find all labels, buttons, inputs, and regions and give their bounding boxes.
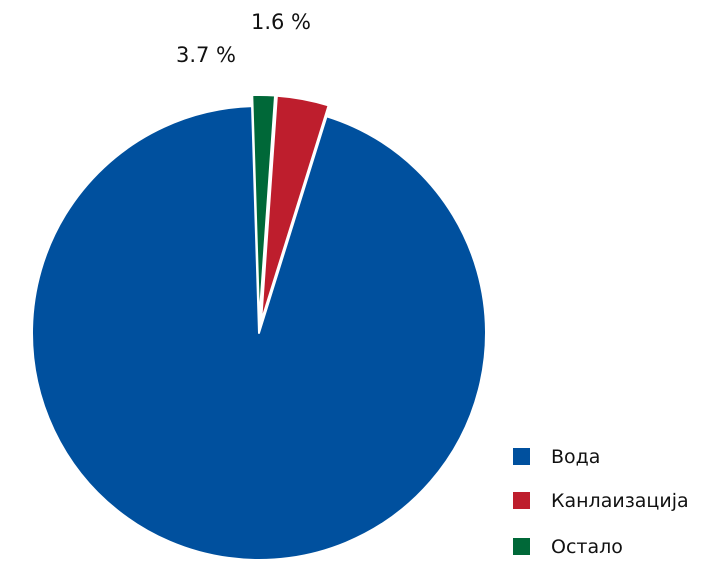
legend-label: Канлаизација — [551, 490, 689, 512]
pie-labels: 3.7 % 1.6 % — [176, 10, 311, 67]
pie-slices — [31, 94, 487, 561]
legend-item-kanalizacija[interactable]: Канлаизација — [513, 490, 689, 512]
legend-item-ostalo[interactable]: Остало — [513, 536, 623, 558]
slice-percent-label: 3.7 % — [176, 43, 236, 67]
legend-item-voda[interactable]: Вода — [513, 446, 600, 468]
legend-label: Остало — [551, 536, 623, 558]
legend-label: Вода — [551, 446, 600, 468]
chart-legend: Вода Канлаизација Остало — [513, 446, 689, 558]
legend-swatch — [513, 492, 530, 509]
pie-slice-1[interactable] — [260, 94, 330, 324]
pie-slice-0[interactable] — [31, 105, 487, 561]
legend-swatch — [513, 448, 530, 465]
legend-swatch — [513, 538, 530, 555]
pie-slice-2[interactable] — [251, 94, 277, 324]
slice-percent-label: 1.6 % — [251, 10, 311, 34]
